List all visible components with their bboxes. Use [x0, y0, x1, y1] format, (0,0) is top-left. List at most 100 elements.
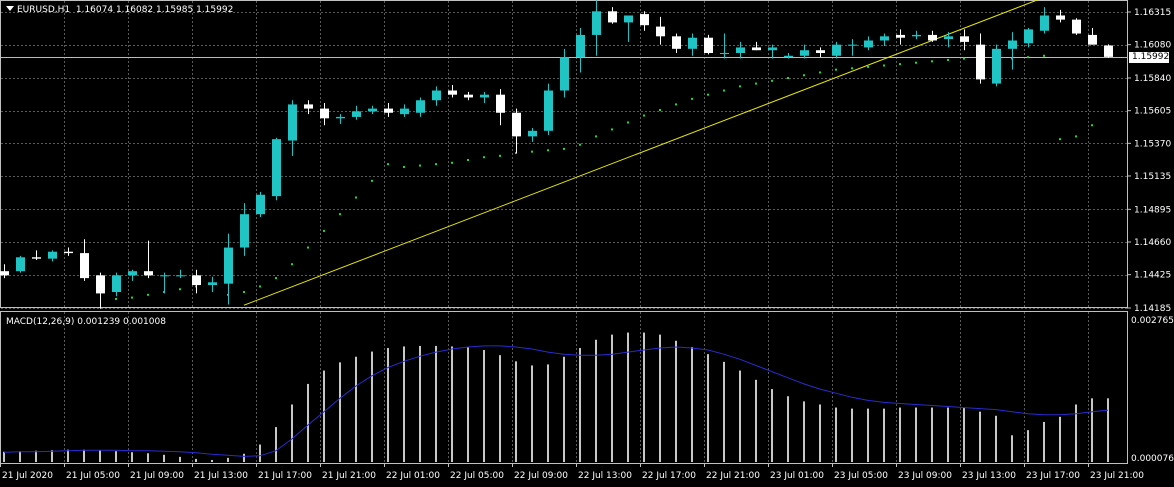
- macd-bar: [83, 449, 85, 462]
- candle-body: [240, 214, 249, 248]
- candle-body: [960, 36, 969, 42]
- price-axis[interactable]: 1.16315 1.16080 1.15840 1.15605 1.15370 1.151…: [1127, 8, 1171, 314]
- candle-body: [848, 44, 857, 46]
- sar-point: [579, 143, 581, 146]
- macd-bar: [387, 347, 389, 462]
- sar-point: [115, 297, 117, 300]
- macd-bar: [275, 427, 277, 462]
- macd-bar: [867, 408, 869, 462]
- time-axis[interactable]: 21 Jul 2020 21 Jul 05:00 21 Jul 09:00 21 Ju…: [0, 463, 1145, 481]
- sar-point: [563, 147, 565, 150]
- candle-body: [352, 111, 361, 117]
- price-pane-frame: [0, 0, 1128, 308]
- x-tick-label: 21 Jul 09:00: [130, 471, 184, 481]
- macd-bar: [163, 454, 165, 462]
- macd-bar: [1043, 421, 1045, 462]
- sar-point: [931, 60, 933, 63]
- sar-point: [675, 103, 677, 106]
- dropdown-triangle-icon[interactable]: [6, 6, 14, 11]
- candle-body: [784, 55, 793, 58]
- candle-body: [752, 47, 761, 51]
- sar-point: [659, 108, 661, 111]
- macd-pane-frame: [0, 311, 1128, 464]
- candle-body: [928, 34, 937, 41]
- y-tick-label: 1.15370: [1134, 139, 1171, 149]
- candle-body: [704, 37, 713, 53]
- candle-body: [864, 40, 873, 48]
- trendline[interactable]: [243, 0, 1044, 306]
- candle-body: [976, 44, 985, 80]
- macd-bar: [947, 407, 949, 462]
- candle-body: [464, 94, 473, 98]
- macd-bar: [515, 361, 517, 462]
- candle-body: [992, 48, 1001, 84]
- candle-body: [1024, 29, 1033, 44]
- candle-body: [512, 112, 521, 137]
- sar-point: [755, 82, 757, 85]
- candle-body: [368, 108, 377, 112]
- sar-point: [355, 196, 357, 199]
- macd-bar: [307, 383, 309, 462]
- macd-bar: [1011, 435, 1013, 462]
- sar-point: [723, 89, 725, 92]
- macd-tick-label: 0.000076: [1131, 454, 1174, 464]
- candle-body: [160, 275, 169, 277]
- sar-point: [435, 163, 437, 166]
- sar-point: [291, 263, 293, 266]
- candle-body: [944, 36, 953, 40]
- candle-body: [192, 275, 201, 286]
- macd-bar: [1059, 416, 1061, 462]
- candle-body: [1056, 15, 1065, 20]
- candle-body: [1072, 19, 1081, 34]
- x-tick-label: 23 Jul 05:00: [834, 471, 888, 481]
- y-tick-label: 1.15135: [1134, 172, 1171, 182]
- macd-bar: [115, 451, 117, 462]
- sar-point: [691, 97, 693, 100]
- macd-bar: [579, 347, 581, 462]
- macd-axis: 0.002765 0.000076: [1131, 316, 1174, 464]
- candle-body: [736, 47, 745, 53]
- candle-body: [672, 36, 681, 49]
- candle-body: [544, 90, 553, 131]
- macd-bar: [1091, 398, 1093, 462]
- macd-bar: [435, 345, 437, 462]
- candle-body: [720, 52, 729, 54]
- sar-point: [419, 164, 421, 167]
- candle-body: [112, 275, 121, 293]
- sar-point: [1075, 135, 1077, 138]
- sar-point: [867, 65, 869, 68]
- sar-point: [627, 121, 629, 124]
- macd-bar: [483, 350, 485, 462]
- sar-point: [339, 213, 341, 216]
- candle-body: [768, 47, 777, 51]
- candle-body: [48, 251, 57, 259]
- macd-bar: [803, 401, 805, 462]
- symbol-label: EURUSD,H1: [17, 5, 71, 15]
- candle-body: [96, 275, 105, 294]
- sar-point: [243, 291, 245, 294]
- sar-point: [531, 150, 533, 153]
- sar-point: [739, 85, 741, 88]
- sar-point: [307, 246, 309, 249]
- macd-bar: [1027, 430, 1029, 462]
- candle-body: [320, 108, 329, 119]
- sar-point: [467, 159, 469, 161]
- sar-point: [851, 67, 853, 70]
- sar-point: [771, 79, 773, 82]
- macd-bar: [243, 453, 245, 462]
- macd-bar: [99, 450, 101, 462]
- macd-bar: [659, 334, 661, 462]
- macd-bar: [67, 449, 69, 462]
- macd-bar: [291, 404, 293, 462]
- sar-point: [707, 93, 709, 96]
- x-tick-label: 22 Jul 09:00: [514, 471, 568, 481]
- x-tick-label: 22 Jul 13:00: [578, 471, 632, 481]
- sar-point: [1027, 56, 1029, 59]
- sar-point: [835, 68, 837, 71]
- candle-body: [608, 11, 617, 23]
- candle-body: [384, 108, 393, 113]
- trendline-segment: [243, 0, 1039, 306]
- macd-bar: [131, 452, 133, 462]
- sar-point: [899, 63, 901, 66]
